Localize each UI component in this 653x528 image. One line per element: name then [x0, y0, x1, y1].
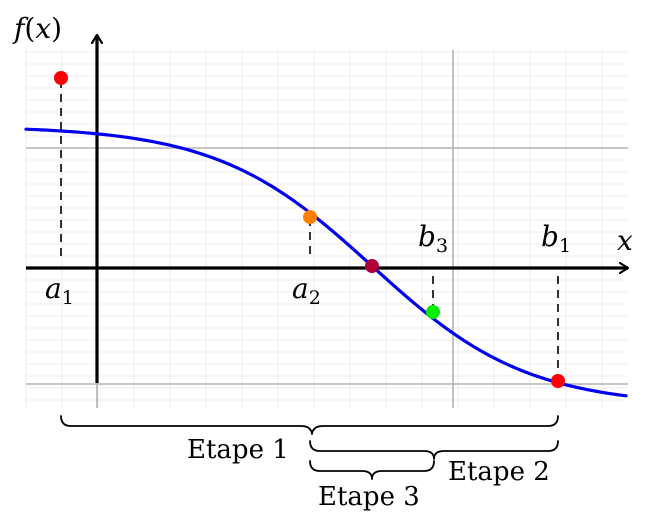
point-a2: [303, 210, 317, 224]
label-b3: b3: [418, 220, 448, 257]
label-b3-letter: b: [418, 220, 436, 253]
y-axis-label: f(x): [12, 12, 62, 45]
label-a2: a2: [292, 272, 321, 309]
label-b1-letter: b: [541, 220, 559, 253]
point-b1: [551, 374, 565, 388]
minor-grid: [25, 50, 628, 408]
major-grid: [26, 50, 628, 408]
point-root: [365, 259, 379, 273]
function-curve: [24, 127, 628, 398]
y-label-open-paren: (: [24, 12, 35, 45]
label-a2-index: 2: [309, 287, 321, 309]
y-label-var: x: [35, 12, 51, 45]
label-a1-letter: a: [45, 272, 62, 305]
label-b1: b1: [541, 220, 571, 257]
brace-etape1: [60, 415, 559, 435]
label-a2-letter: a: [292, 272, 309, 305]
y-label-close-paren: ): [51, 12, 62, 45]
label-a1-index: 1: [62, 287, 74, 309]
point-a1: [54, 71, 68, 85]
brace-etape3: [309, 460, 435, 480]
point-b3: [426, 305, 440, 319]
label-b1-index: 1: [559, 235, 571, 257]
label-b3-index: 3: [436, 235, 448, 257]
x-axis-label: x: [617, 224, 633, 257]
label-etape3: Etape 3: [318, 482, 420, 512]
label-a1: a1: [45, 272, 74, 309]
brace-etape2: [309, 440, 559, 460]
label-etape2: Etape 2: [448, 457, 550, 487]
label-etape1: Etape 1: [187, 435, 289, 465]
